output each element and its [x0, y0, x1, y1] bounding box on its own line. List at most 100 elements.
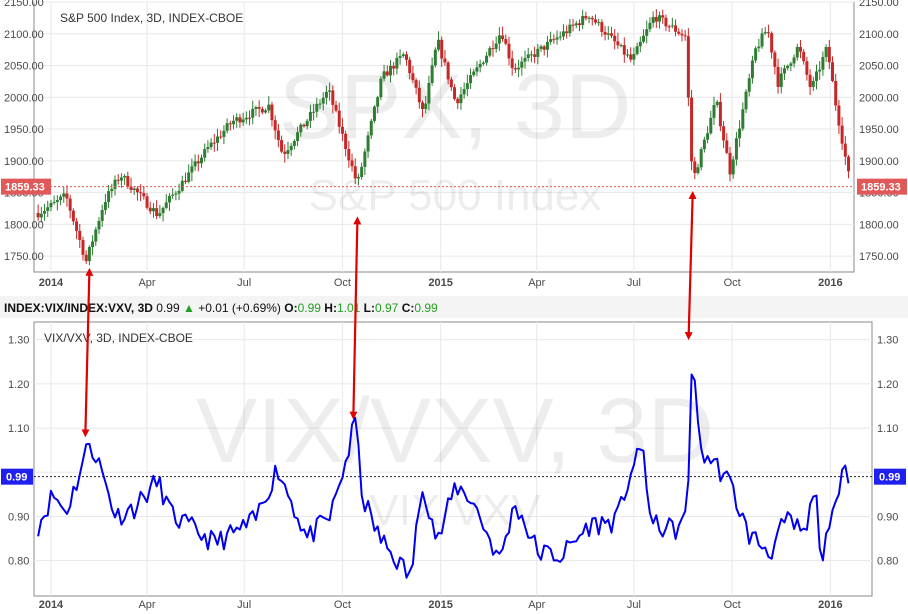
spx-candle-body	[472, 71, 476, 76]
spx-y-tick-left: 2000.00	[4, 92, 44, 104]
spx-candle-body	[834, 80, 838, 106]
spx-candle-body	[680, 33, 684, 36]
spx-candle-body	[177, 190, 181, 194]
spx-candle-body	[632, 54, 636, 60]
spx-x-tick: Jul	[237, 277, 251, 289]
spx-y-tick-right: 1900.00	[859, 156, 899, 168]
spx-candle-body	[344, 133, 348, 150]
spx-candle-body	[513, 68, 517, 70]
spx-candle-body	[260, 108, 264, 113]
spx-y-tick-right: 1800.00	[859, 219, 899, 231]
spx-candle-body	[337, 110, 341, 127]
spx-candle-body	[414, 80, 418, 88]
spx-candle-body	[606, 33, 610, 35]
spx-candle-body	[228, 123, 232, 125]
vix-vxv-x-tick: Apr	[138, 599, 155, 611]
info-low-label: L:	[364, 301, 375, 315]
spx-candle-body	[190, 166, 194, 173]
spx-candle-body	[603, 31, 607, 35]
spx-candle-body	[718, 101, 722, 127]
spx-candle-body	[273, 120, 277, 131]
spx-y-tick-right: 2150.00	[859, 0, 899, 9]
spx-candle-body	[725, 140, 729, 153]
spx-candle-body	[667, 26, 671, 28]
vix-vxv-y-tick-right: 1.20	[877, 379, 898, 391]
spx-candle-body	[789, 63, 793, 66]
spx-candle-body	[549, 39, 553, 42]
spx-candle-body	[805, 61, 809, 75]
spx-candle-body	[212, 142, 216, 144]
spx-candles	[36, 9, 851, 266]
spx-candle-body	[267, 104, 271, 111]
spx-candle-body	[462, 89, 466, 95]
spx-candle-body	[78, 230, 82, 241]
vix-vxv-panel[interactable]: VIX/VXV, 3D VIX/VXV VIX/VXV, 3D, INDEX-C…	[1, 321, 906, 611]
spx-candle-body	[712, 104, 716, 118]
spx-candle-body	[782, 68, 786, 74]
spx-candle-body	[558, 36, 562, 38]
spx-candle-body	[126, 176, 130, 187]
vix-vxv-last-label-left: 0.99	[6, 472, 27, 484]
spx-candle-body	[219, 136, 223, 138]
spx-candle-body	[840, 125, 844, 144]
svg-text:INDEX:VIX/INDEX:VXV, 3D 0.99 ▲: INDEX:VIX/INDEX:VXV, 3D 0.99 ▲ +0.01 (+0…	[4, 301, 438, 315]
spx-candle-body	[568, 24, 572, 34]
spx-candle-body	[651, 16, 655, 23]
spx-y-tick-left: 2150.00	[4, 0, 44, 9]
vix-vxv-title: VIX/VXV, 3D, INDEX-CBOE	[44, 331, 193, 345]
vix-vxv-x-tick: Jul	[237, 599, 251, 611]
vix-vxv-last-tag-right	[874, 468, 906, 485]
spx-candle-body	[289, 145, 293, 151]
spx-y-tick-right: 2100.00	[859, 29, 899, 41]
spx-candle-body	[539, 46, 543, 49]
spx-candle-body	[376, 97, 380, 107]
vix-vxv-y-tick-right: 1.30	[877, 335, 898, 347]
spx-candle-body	[475, 67, 479, 72]
vix-vxv-y-axis-left: 0.80 0.90 1.10 1.20 1.30	[8, 335, 29, 568]
spx-candle-body	[664, 17, 668, 27]
spx-candle-body	[661, 15, 665, 18]
spx-y-tick-left: 1950.00	[4, 124, 44, 136]
spx-candle-body	[430, 65, 434, 83]
spx-candle-body	[209, 142, 213, 148]
spx-y-tick-left: 2050.00	[4, 61, 44, 73]
spx-panel[interactable]: SPX, 3D S&P 500 Index S&P 500 Index, 3D,…	[1, 0, 907, 289]
vix-vxv-y-tick-left: 0.90	[8, 511, 29, 523]
spx-candle-body	[802, 51, 806, 62]
spx-candle-body	[555, 37, 559, 40]
spx-candle-body	[369, 120, 373, 136]
vix-vxv-y-axis-right: 0.80 0.90 1.10 1.20 1.30	[877, 335, 898, 568]
vix-vxv-x-tick: 2015	[428, 599, 452, 611]
spx-candle-body	[225, 123, 229, 131]
spx-candle-body	[734, 138, 738, 160]
spx-candle-body	[87, 247, 91, 262]
spx-candle-body	[459, 94, 463, 104]
spx-candle-body	[552, 39, 556, 41]
spx-candle-body	[741, 109, 745, 129]
spx-y-tick-right: 1950.00	[859, 124, 899, 136]
spx-candle-body	[440, 39, 444, 59]
spx-candle-body	[754, 48, 758, 61]
spx-candle-body	[132, 188, 136, 190]
spx-candle-body	[395, 57, 399, 69]
spx-candle-body	[658, 15, 662, 22]
spx-candle-body	[722, 126, 726, 141]
spx-candle-body	[264, 110, 268, 113]
spx-candle-body	[622, 45, 626, 55]
spx-candle-body	[760, 33, 764, 47]
spx-candle-body	[331, 90, 335, 105]
spx-candle-body	[526, 54, 530, 59]
spx-candle-body	[379, 78, 383, 98]
spx-candle-body	[597, 22, 601, 24]
spx-candle-body	[770, 33, 774, 53]
spx-candle-body	[161, 207, 165, 214]
spx-candle-body	[626, 54, 630, 56]
spx-candle-body	[174, 193, 178, 195]
spx-candle-body	[424, 103, 428, 109]
spx-candle-body	[571, 24, 575, 26]
spx-candle-body	[235, 117, 239, 121]
vix-vxv-watermark-subtitle: VIX/VXV	[369, 486, 541, 535]
spx-candle-body	[821, 57, 825, 70]
spx-candle-body	[340, 126, 344, 134]
